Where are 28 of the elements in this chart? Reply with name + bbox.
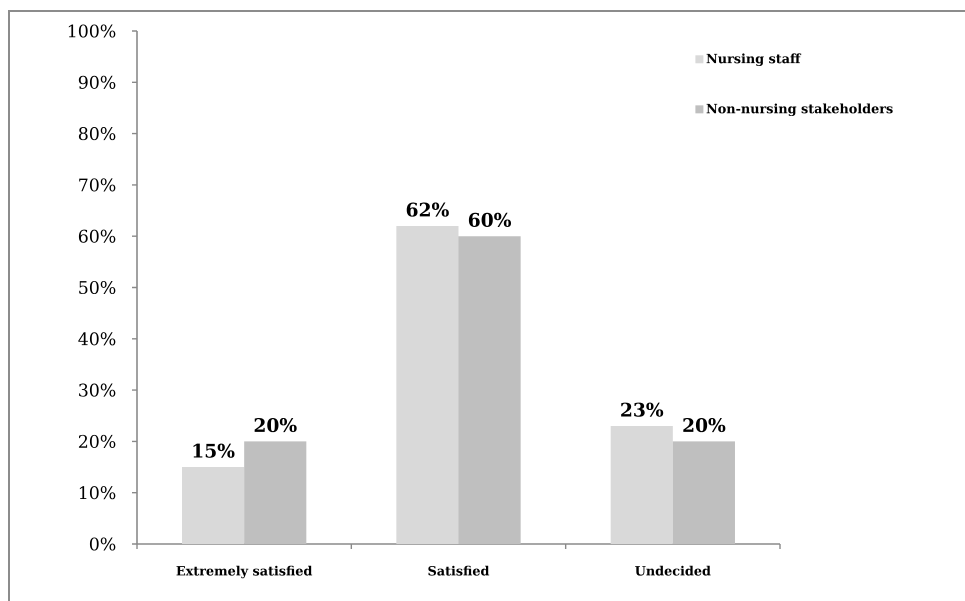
bar	[182, 467, 244, 544]
legend-label: Nursing staff	[706, 53, 802, 66]
data-label: 20%	[254, 418, 297, 432]
y-tick-label: 40%	[78, 332, 116, 346]
data-label: 23%	[621, 402, 664, 417]
bar	[396, 226, 458, 544]
y-tick-label: 50%	[79, 280, 116, 294]
bar	[672, 441, 735, 544]
bar	[458, 236, 521, 544]
data-label: 60%	[468, 212, 511, 227]
y-tick-label: 20%	[78, 434, 116, 448]
x-tick-label: Extremely satisfied	[176, 566, 312, 578]
y-tick-label: 80%	[78, 127, 116, 140]
y-tick-label: 90%	[78, 76, 116, 89]
y-tick-label: 30%	[79, 384, 116, 397]
y-tick-label: 0%	[90, 537, 116, 551]
bar	[244, 441, 306, 544]
y-tick-label: 10%	[80, 486, 116, 500]
y-tick-label: 60%	[78, 230, 116, 243]
data-label: 62%	[406, 202, 449, 217]
legend-label: Non-nursing stakeholders	[706, 103, 893, 116]
x-tick-label: Undecided	[635, 566, 711, 576]
bar	[610, 426, 673, 544]
data-label: 20%	[683, 418, 726, 432]
y-tick-label: 70%	[79, 178, 116, 192]
data-label: 15%	[194, 444, 235, 458]
y-tick-label: 100%	[68, 24, 116, 38]
x-tick-label: Satisfied	[428, 566, 490, 576]
